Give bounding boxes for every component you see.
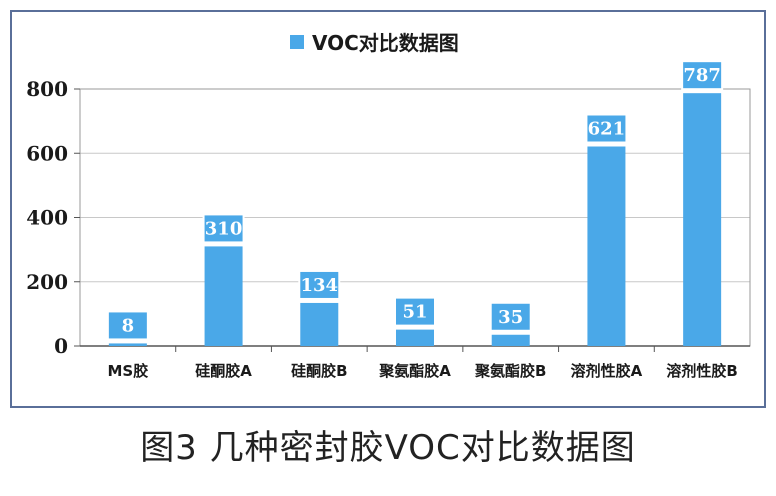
data-label-box — [106, 310, 149, 341]
x-tick-label: 溶剂性胶A — [571, 362, 643, 380]
x-tick-label: 溶剂性胶B — [666, 362, 737, 380]
y-tick-label: 800 — [26, 77, 68, 101]
bar — [683, 93, 722, 347]
data-label-box — [202, 213, 245, 244]
x-tick-label: 硅酮胶B — [291, 362, 347, 380]
chart: VOC对比数据图 0 200 400 600 800 8 MS胶 310 硅酮胶A 134 硅酮胶B… — [26, 31, 751, 380]
data-label: 8 — [122, 315, 135, 336]
data-label-box — [298, 269, 341, 300]
data-label: 787 — [683, 65, 721, 86]
data-label: 51 — [402, 302, 427, 323]
bar — [396, 329, 434, 346]
bar — [587, 146, 626, 346]
bar — [300, 302, 339, 346]
bar — [108, 343, 147, 346]
data-label: 35 — [498, 307, 523, 328]
data-label-box — [585, 113, 628, 144]
x-tick-label: 聚氨酯胶B — [474, 362, 546, 380]
figure-caption: 图3 几种密封胶VOC对比数据图 — [140, 428, 636, 468]
chart-frame — [10, 10, 766, 408]
legend-label: VOC对比数据图 — [312, 31, 459, 55]
bar — [204, 246, 243, 346]
labels: 0 200 400 600 800 8 MS胶 310 硅酮胶A 134 硅酮胶B 51 聚氨酯胶A 35… — [26, 60, 738, 380]
data-label: 621 — [588, 119, 626, 140]
bars — [108, 93, 722, 347]
y-tick-label: 200 — [26, 270, 68, 294]
x-tick-label: 聚氨酯胶A — [378, 362, 451, 380]
y-tick-label: 600 — [26, 141, 68, 165]
legend: VOC对比数据图 — [290, 31, 459, 55]
y-tick-label: 0 — [54, 334, 68, 358]
data-label-box — [681, 60, 724, 91]
data-label: 310 — [205, 218, 243, 239]
x-tick-label: 硅酮胶A — [195, 362, 252, 380]
bar — [491, 334, 530, 346]
data-label-box — [394, 296, 436, 327]
gridlines — [80, 88, 750, 283]
y-tick-label: 400 — [26, 206, 68, 230]
data-label-box — [489, 301, 532, 332]
legend-swatch — [290, 35, 304, 49]
data-label: 134 — [300, 275, 338, 296]
x-tick-label: MS胶 — [107, 362, 148, 380]
